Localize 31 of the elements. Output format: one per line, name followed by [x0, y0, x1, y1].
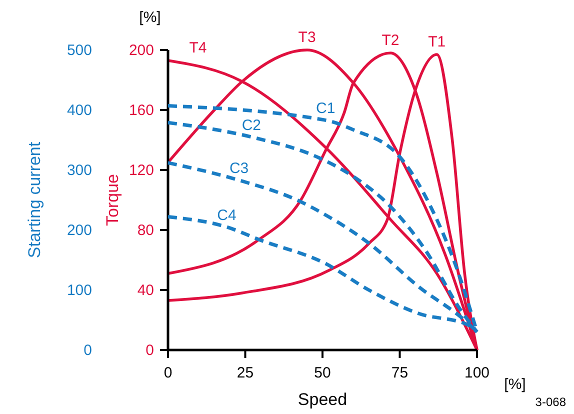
series-label: T4 [189, 40, 207, 56]
series-label: T3 [298, 29, 316, 46]
y-tick-label: 0 [84, 342, 92, 359]
y-tick-label: 500 [66, 42, 92, 59]
series-label: C3 [229, 160, 249, 178]
y-tick-label: 160 [128, 102, 154, 119]
x-tick-label: 50 [314, 364, 331, 382]
x-tick-label: 75 [391, 364, 408, 382]
y-axis-title: Torque [103, 174, 122, 226]
y-tick-label: 80 [137, 222, 154, 239]
y-tick-label: 400 [66, 102, 92, 119]
y-tick-label: 200 [66, 222, 92, 239]
series-label: T2 [382, 32, 400, 49]
x-axis-title: Speed [298, 390, 348, 409]
series-label: C4 [217, 207, 236, 224]
x-tick-label: 0 [164, 364, 172, 382]
x-tick-label: 25 [236, 364, 254, 382]
text: 3-068 [535, 395, 566, 409]
x-tick-label: 100 [464, 364, 490, 382]
series-label: C1 [316, 100, 336, 118]
y-tick-label: 0 [146, 342, 154, 359]
y-tick-label: 300 [66, 162, 92, 179]
series-label: C2 [242, 117, 262, 134]
y-tick-label: 120 [128, 162, 154, 179]
text: [%] [504, 376, 526, 393]
y-tick-label: 40 [137, 282, 154, 299]
y-axis-title: Starting current [25, 142, 44, 258]
series-label: T1 [428, 34, 446, 50]
text: [%] [139, 9, 161, 26]
y-tick-label: 200 [128, 42, 154, 59]
y-tick-label: 100 [66, 282, 92, 299]
